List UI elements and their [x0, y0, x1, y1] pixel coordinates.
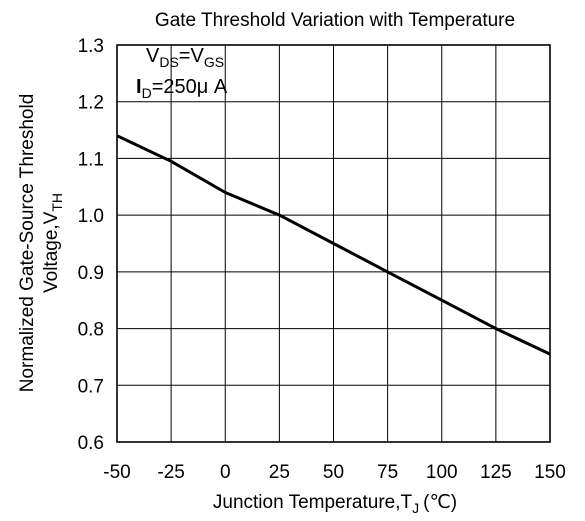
- series-line: [116, 134, 551, 356]
- x-tick-label: 100: [426, 462, 458, 483]
- y-axis-label-line2: Voltage,VTH: [41, 193, 65, 293]
- x-tick-label: 150: [534, 462, 566, 483]
- x-tick-label: 50: [323, 462, 344, 483]
- x-tick-label: 125: [480, 462, 512, 483]
- y-tick-label: 1.2: [78, 93, 104, 114]
- y-axis-label-line1: Normalized Gate-Source Threshold: [17, 94, 38, 393]
- y-tick-label: 0.7: [78, 376, 104, 397]
- x-tick-label: -50: [103, 462, 130, 483]
- tick-labels: -50 -25 0 25 50 75 100 125 150 0.6 0.7 0.8 0.9 1.0 1.1…: [78, 36, 566, 483]
- chart-title: Gate Threshold Variation with Temperatur…: [155, 10, 515, 31]
- y-tick-label: 1.3: [78, 36, 104, 57]
- series-layer: [116, 134, 551, 356]
- x-tick-label: 75: [377, 462, 398, 483]
- x-tick-label: 0: [220, 462, 231, 483]
- grid: [117, 45, 550, 442]
- y-tick-label: 0.6: [78, 433, 104, 454]
- vds-annotation: VDS=VGS: [146, 45, 224, 70]
- y-tick-label: 1.1: [78, 149, 104, 170]
- x-tick-label: -25: [157, 462, 184, 483]
- y-tick-label: 1.0: [78, 206, 104, 227]
- y-tick-label: 0.8: [78, 320, 104, 341]
- y-axis-label: Normalized Gate-Source Threshold Voltage…: [17, 94, 65, 393]
- id-annotation: ID=250μ A: [136, 76, 228, 101]
- x-tick-label: 25: [269, 462, 290, 483]
- y-tick-label: 0.9: [78, 263, 104, 284]
- x-axis-label: Junction Temperature,TJ (℃): [213, 492, 457, 516]
